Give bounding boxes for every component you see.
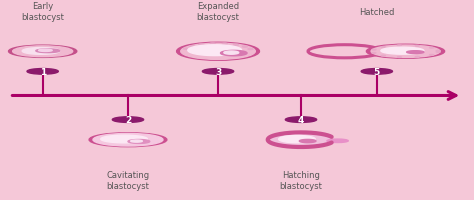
Text: 1: 1: [39, 68, 46, 76]
Ellipse shape: [285, 117, 317, 123]
Polygon shape: [22, 48, 60, 55]
Ellipse shape: [183, 49, 189, 50]
Polygon shape: [299, 140, 316, 143]
Polygon shape: [279, 136, 315, 143]
Polygon shape: [224, 52, 239, 55]
Ellipse shape: [93, 134, 163, 146]
Ellipse shape: [242, 47, 247, 48]
Ellipse shape: [361, 69, 392, 75]
Text: 4: 4: [298, 116, 304, 124]
Ellipse shape: [210, 44, 215, 45]
Ellipse shape: [372, 53, 376, 54]
Ellipse shape: [436, 51, 440, 52]
Ellipse shape: [177, 43, 259, 61]
Ellipse shape: [181, 44, 255, 60]
Ellipse shape: [199, 45, 204, 46]
Text: Hatched: Hatched: [359, 8, 394, 16]
Polygon shape: [38, 50, 52, 52]
Ellipse shape: [436, 52, 440, 53]
Ellipse shape: [397, 46, 401, 47]
Ellipse shape: [415, 46, 419, 47]
Ellipse shape: [190, 47, 194, 48]
Ellipse shape: [89, 133, 167, 147]
Text: Expanded
blastocyst: Expanded blastocyst: [197, 2, 239, 22]
Text: Cavitating
blastocyst: Cavitating blastocyst: [107, 170, 149, 190]
Ellipse shape: [415, 57, 419, 58]
Ellipse shape: [272, 134, 330, 146]
Ellipse shape: [202, 69, 234, 75]
Ellipse shape: [327, 139, 348, 143]
Ellipse shape: [234, 45, 238, 46]
Text: Hatching
blastocyst: Hatching blastocyst: [280, 170, 322, 190]
Ellipse shape: [372, 50, 376, 51]
Ellipse shape: [382, 47, 385, 48]
Polygon shape: [220, 51, 247, 56]
Ellipse shape: [397, 57, 401, 58]
Polygon shape: [128, 140, 150, 144]
Ellipse shape: [9, 46, 77, 58]
Ellipse shape: [429, 55, 434, 56]
Text: 3: 3: [215, 68, 221, 76]
Text: 2: 2: [125, 116, 131, 124]
Polygon shape: [101, 135, 147, 143]
Polygon shape: [36, 50, 60, 53]
Text: 5: 5: [374, 68, 380, 76]
Ellipse shape: [429, 48, 434, 49]
Text: Early
blastocyst: Early blastocyst: [21, 2, 64, 22]
Ellipse shape: [248, 49, 253, 50]
Polygon shape: [407, 51, 424, 54]
Polygon shape: [381, 48, 424, 55]
Polygon shape: [188, 46, 242, 56]
Ellipse shape: [366, 45, 445, 59]
Ellipse shape: [112, 117, 144, 123]
Ellipse shape: [13, 47, 73, 57]
Ellipse shape: [371, 46, 440, 58]
Ellipse shape: [27, 69, 58, 75]
Ellipse shape: [382, 56, 385, 57]
Ellipse shape: [222, 44, 227, 45]
Polygon shape: [131, 140, 142, 142]
